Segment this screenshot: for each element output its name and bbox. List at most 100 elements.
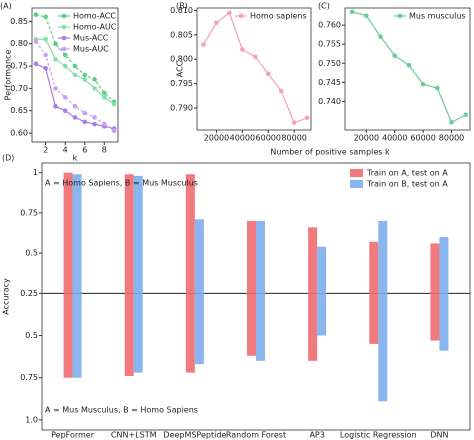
y-tick-label: 0.760 [318,21,341,30]
y-tick-label: 1 [33,168,38,177]
y-axis-label: Performance [4,50,13,101]
x-tick-label: 4 [63,146,68,155]
point [392,53,398,58]
plot-frame [344,7,471,131]
point [33,61,39,67]
legend-marker [397,13,403,19]
point [82,119,88,125]
x-tick-label: 2 [43,146,48,155]
bar-upper [430,243,440,294]
panel-title: (C) [318,2,330,11]
x-tick-label: 80000 [439,134,464,143]
plot-frame [31,7,119,143]
point [53,103,58,109]
point [33,12,39,17]
x-tick-label: AP3 [309,431,324,440]
point [463,112,469,118]
point [43,66,48,71]
point [214,20,219,25]
point [201,42,206,47]
point [291,120,297,125]
y-tick-label: 0.795 [170,79,193,88]
legend-marker [61,35,67,41]
y-tick-label: 0.810 [170,6,193,15]
point [62,52,68,58]
y-tick-label: 0.750 [318,59,341,68]
annotation: A = Mus Musculus, B = Homo Sapiens [45,406,198,415]
legend-label: Homo sapiens [250,12,307,21]
y-tick-label: 0.745 [318,78,341,87]
point [92,121,97,127]
x-axis-label: Number of positive samples k [270,148,390,157]
point [265,71,271,77]
point [53,41,58,47]
bar-lower [378,293,388,402]
point [349,9,355,15]
legend-swatch [350,169,363,177]
y-tick-label: 0.75 [10,62,28,71]
point [62,108,68,114]
legend-label: Homo-ACC [73,12,116,21]
legend-label: Mus-ACC [73,34,109,43]
x-tick-label: 40000 [230,134,255,143]
panel-title: (B) [176,2,188,11]
legend-swatch [350,180,363,188]
series-line [202,11,308,124]
y-tick-label: 1.0 [25,415,38,424]
y-tick-label: 0.5 [25,249,38,258]
bar-upper [256,220,265,294]
panel-title: (D) [2,154,14,163]
bar-upper [317,246,327,294]
point [304,115,310,121]
point [252,54,258,60]
point [82,110,88,116]
y-axis-label: ACC [176,60,185,77]
bar-lower [124,293,134,376]
bar-lower [439,293,449,351]
y-tick-label: 0.805 [170,30,193,39]
bar-upper [124,174,134,294]
point [278,88,284,94]
point [102,95,107,100]
bar-lower [247,293,256,356]
y-tick-label: 0.75 [20,373,38,382]
x-tick-label: CNN+LSTM [111,431,157,440]
bar-lower [430,293,440,341]
point [364,13,369,18]
x-tick-label: 80000 [281,134,306,143]
legend-marker [61,24,67,30]
y-tick-label: 0.5 [25,331,38,340]
x-tick-label: 60000 [256,134,281,143]
bar-upper [378,220,388,294]
bar-upper [72,174,82,294]
bar-upper [185,174,195,294]
point [92,86,97,91]
y-tick-label: 0.75 [20,208,38,217]
point [240,47,245,52]
y-tick-label: 0.790 [170,104,193,113]
x-tick-label: 40000 [382,134,407,143]
point [406,62,412,68]
point [378,34,383,39]
point [227,10,232,16]
bar-lower [256,293,265,361]
bar-upper [439,236,449,294]
x-tick-label: 6 [82,146,87,155]
point [72,72,78,78]
y-tick-label: 0.740 [318,97,341,106]
x-tick-label: Logistic Regression [340,431,417,440]
bar-lower [308,293,318,361]
point [102,90,107,96]
point [111,101,117,107]
legend-label: Mus-AUC [73,45,109,54]
y-tick-label: 0.800 [170,55,193,64]
point [33,39,39,44]
bar-lower [317,293,327,336]
legend-marker [61,46,67,52]
legend-label: Homo-AUC [73,23,117,32]
x-tick-label: 60000 [410,134,435,143]
y-tick-label: 0.25 [20,289,38,298]
point [449,120,454,125]
point [92,77,97,82]
